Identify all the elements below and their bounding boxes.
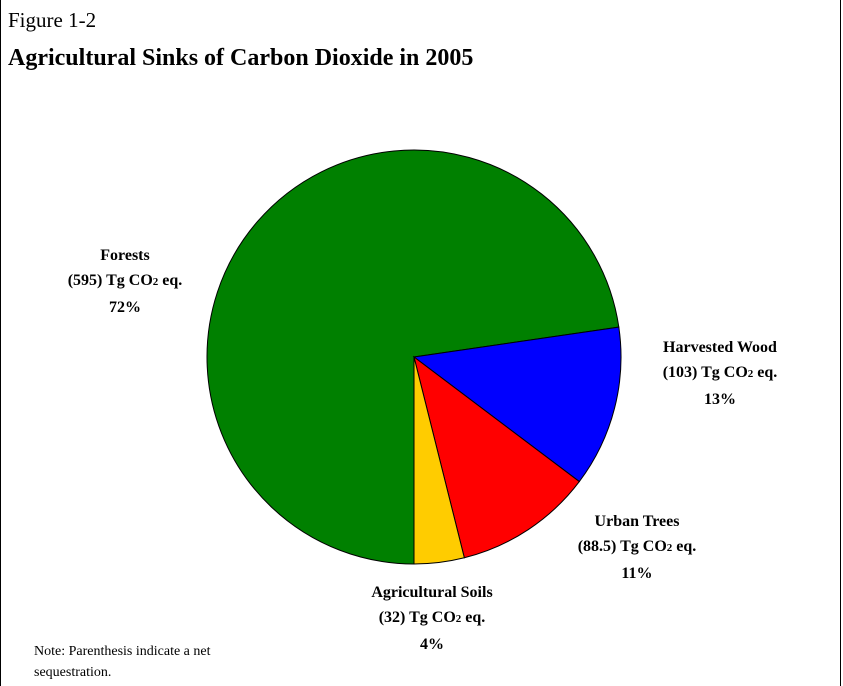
slice-label-harvested-wood: Harvested Wood (103) Tg CO2 eq. 13% [663, 335, 778, 412]
slice-value: (88.5) Tg CO2 eq. [577, 538, 697, 555]
slice-label-agricultural-soils: Agricultural Soils (32) Tg CO2 eq. 4% [371, 580, 492, 657]
slice-name: Harvested Wood [663, 339, 777, 356]
slice-value: (103) Tg CO2 eq. [662, 364, 778, 381]
chart-title: Agricultural Sinks of Carbon Dioxide in … [8, 45, 474, 71]
slice-name: Agricultural Soils [371, 584, 493, 601]
slice-name: Forests [100, 247, 150, 264]
pie-slice-forests [206, 149, 620, 565]
slice-name: Urban Trees [594, 513, 680, 530]
slice-label-urban-trees: Urban Trees (88.5) Tg CO2 eq. 11% [578, 509, 697, 586]
slice-value: (32) Tg CO2 eq. [378, 609, 486, 626]
slice-label-forests: Forests (595) Tg CO2 eq. 72% [68, 243, 183, 320]
slice-percent: 4% [420, 636, 444, 653]
pie-slice-urban-trees [413, 355, 581, 559]
pie-slice-harvested-wood [412, 326, 622, 483]
figure-label: Figure 1-2 [8, 8, 97, 32]
slice-value: (595) Tg CO2 eq. [67, 272, 183, 289]
chart-note: Note: Parenthesis indicate a net sequest… [34, 644, 211, 680]
slice-percent: 72% [108, 299, 141, 316]
pie-slice-agricultural-soils [413, 356, 465, 565]
slice-percent: 13% [703, 391, 736, 408]
slice-percent: 11% [621, 565, 653, 582]
